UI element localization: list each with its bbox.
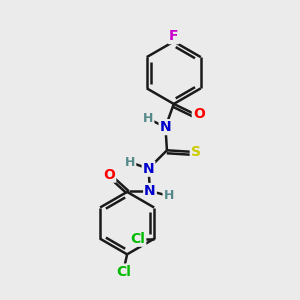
Text: H: H: [125, 156, 135, 169]
Text: O: O: [193, 107, 205, 121]
Text: N: N: [143, 162, 154, 176]
Text: H: H: [164, 189, 174, 202]
Text: H: H: [143, 112, 153, 125]
Text: O: O: [103, 168, 115, 182]
Text: Cl: Cl: [117, 265, 132, 279]
Text: N: N: [144, 184, 156, 198]
Text: F: F: [169, 29, 178, 43]
Text: S: S: [191, 145, 201, 159]
Text: Cl: Cl: [130, 232, 145, 246]
Text: N: N: [160, 120, 171, 134]
